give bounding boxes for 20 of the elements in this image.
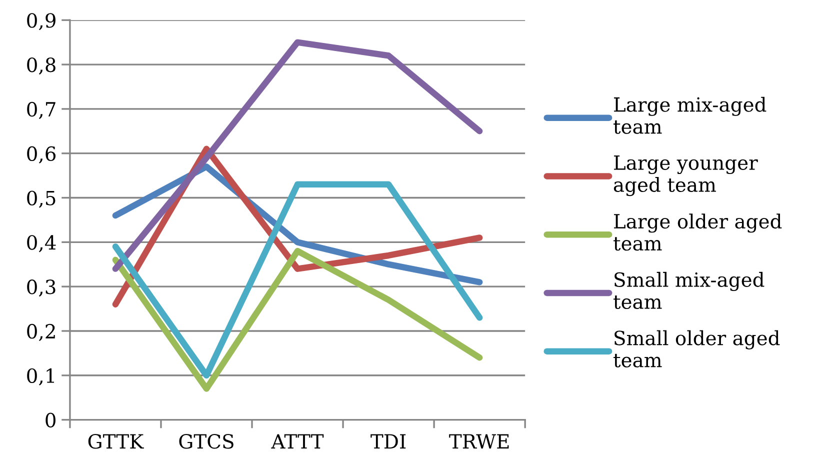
y-tick-label: 0,8 [27, 57, 56, 75]
y-tick-label: 0,6 [27, 146, 56, 164]
x-tick-label: TRWE [449, 434, 509, 448]
x-tick-label: GTTK [88, 434, 144, 449]
y-tick-label: 0,4 [27, 235, 56, 252]
legend-label: Large younger aged team [614, 156, 758, 196]
y-tick-label: 0,5 [27, 190, 56, 208]
x-tick-label: TDI [370, 434, 406, 448]
legend-label: Small mix-aged team [614, 272, 764, 310]
x-tick-label: ATTT [271, 434, 324, 448]
y-tick-label: 0,2 [27, 324, 55, 342]
legend-label: Small older aged team [614, 330, 780, 368]
y-tick-label: 0 [46, 412, 56, 428]
y-tick-label: 0,7 [27, 102, 56, 119]
y-tick-label: 0,9 [27, 13, 56, 30]
legend-label: Large older aged team [614, 214, 782, 251]
legend-label: Large mix-aged team [614, 96, 766, 134]
x-tick-label: GTCS [179, 434, 234, 449]
y-tick-label: 0,1 [27, 368, 54, 386]
y-tick-label: 0,3 [27, 280, 56, 297]
